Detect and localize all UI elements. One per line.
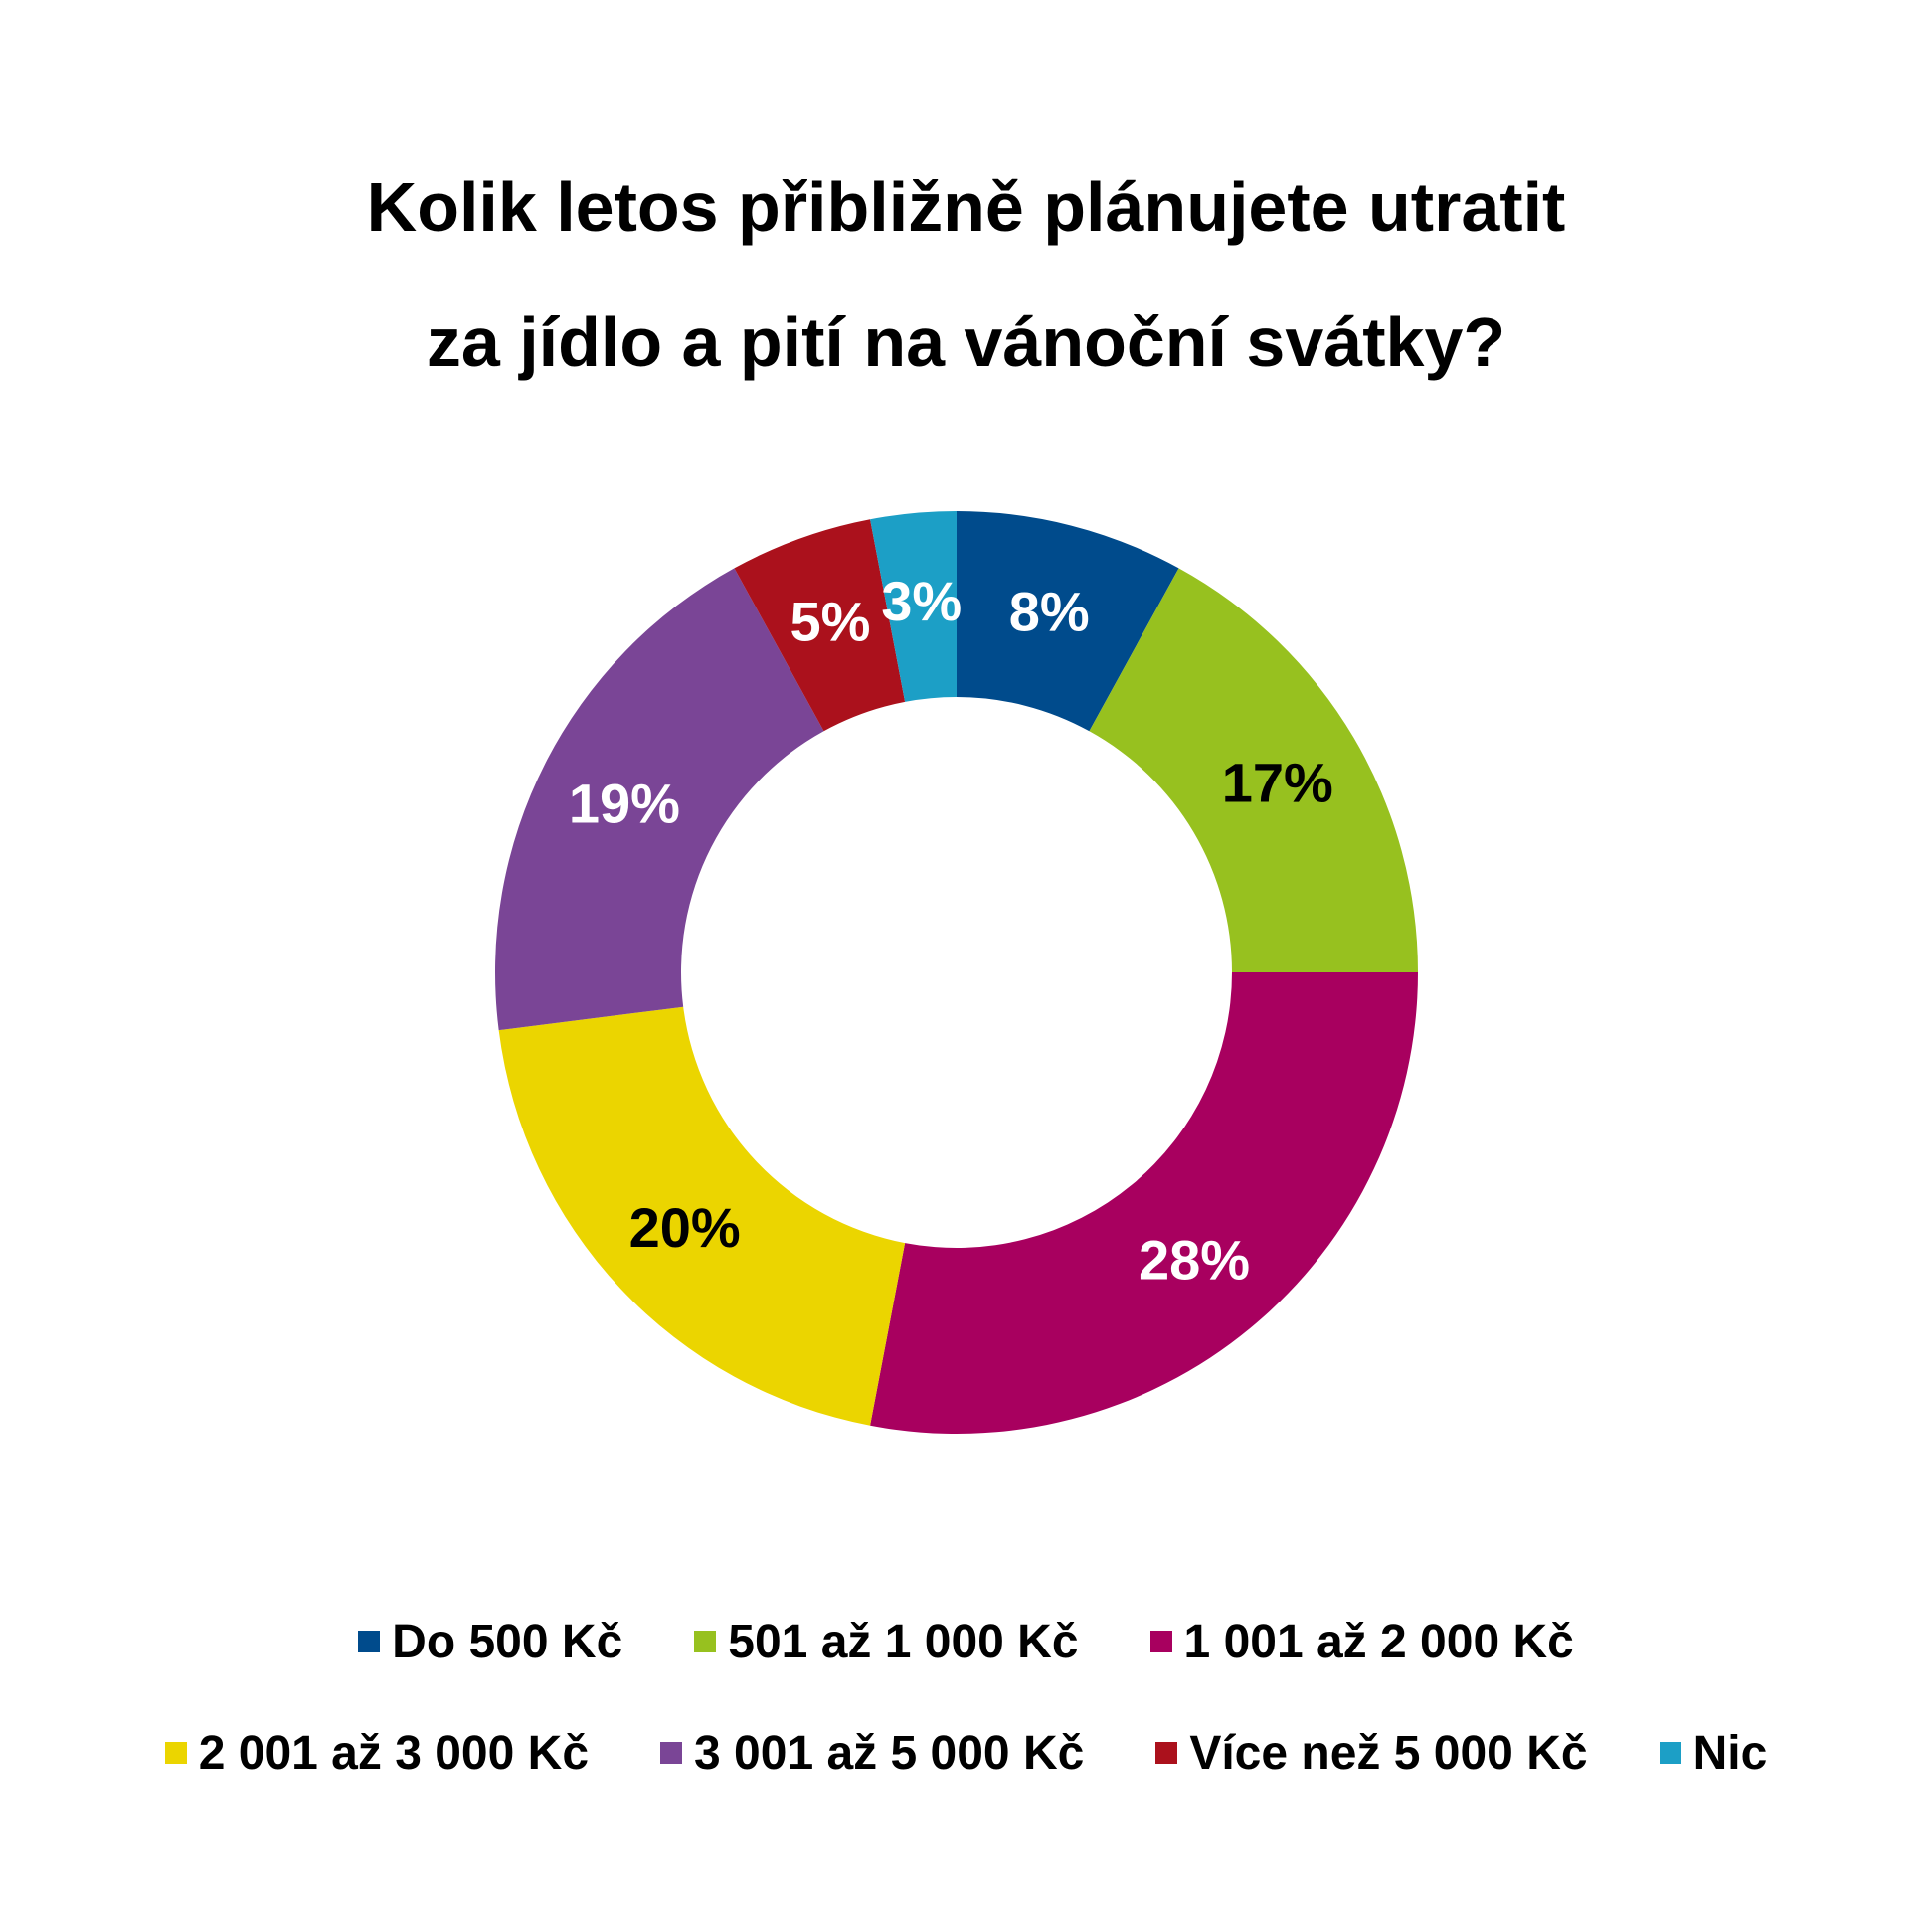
legend: Do 500 Kč 501 až 1 000 Kč 1 001 až 2 000 K… xyxy=(0,1586,1932,1809)
legend-label: 2 001 až 3 000 Kč xyxy=(198,1726,590,1780)
legend-row-1: Do 500 Kč 501 až 1 000 Kč 1 001 až 2 000 K… xyxy=(0,1586,1932,1697)
legend-label: 3 001 až 5 000 Kč xyxy=(694,1726,1085,1780)
legend-label: 501 až 1 000 Kč xyxy=(728,1615,1079,1668)
slice-label-3: 28% xyxy=(1139,1228,1250,1291)
legend-label: Nic xyxy=(1692,1726,1768,1780)
legend-swatch xyxy=(1155,1742,1178,1764)
legend-item: Do 500 Kč xyxy=(358,1615,622,1669)
legend-item: Více než 5 000 Kč xyxy=(1155,1726,1588,1781)
donut-slice-5 xyxy=(495,568,824,1031)
legend-swatch xyxy=(1659,1742,1681,1764)
chart-title: Kolik letos přibližně plánujete utratit … xyxy=(0,139,1932,410)
legend-row-2: 2 001 až 3 000 Kč 3 001 až 5 000 Kč Více n… xyxy=(0,1697,1932,1809)
donut-slice-6 xyxy=(734,519,906,732)
legend-item: Nic xyxy=(1659,1726,1768,1781)
legend-item: 501 až 1 000 Kč xyxy=(694,1615,1079,1669)
legend-label: Do 500 Kč xyxy=(392,1615,623,1668)
slice-label-4: 20% xyxy=(629,1196,741,1259)
donut-slice-2 xyxy=(1089,568,1418,972)
chart-title-line-1: Kolik letos přibližně plánujete utratit xyxy=(366,168,1566,246)
donut-slice-1 xyxy=(957,511,1179,732)
donut-slice-7 xyxy=(870,511,957,702)
slice-label-2: 17% xyxy=(1222,752,1333,814)
legend-label: Více než 5 000 Kč xyxy=(1189,1726,1588,1780)
slice-label-6: 5% xyxy=(790,591,871,653)
legend-swatch xyxy=(660,1742,683,1764)
legend-swatch xyxy=(1149,1631,1172,1652)
chart-title-line-2: za jídlo a pití na vánoční svátky? xyxy=(426,303,1506,381)
slice-label-7: 3% xyxy=(881,570,962,632)
legend-swatch xyxy=(164,1742,187,1764)
legend-item: 1 001 až 2 000 Kč xyxy=(1149,1615,1574,1669)
slice-label-1: 8% xyxy=(1009,580,1090,642)
legend-item: 2 001 až 3 000 Kč xyxy=(164,1726,590,1781)
legend-swatch xyxy=(358,1631,381,1652)
legend-swatch xyxy=(694,1631,717,1652)
donut-slice-3 xyxy=(870,972,1418,1434)
slice-label-5: 19% xyxy=(569,772,680,834)
donut-slice-4 xyxy=(498,1006,906,1426)
donut-slices xyxy=(495,511,1418,1434)
donut-labels: 8% 17% 28% 20% 19% 5% 3% xyxy=(569,570,1333,1291)
legend-item: 3 001 až 5 000 Kč xyxy=(660,1726,1084,1781)
legend-label: 1 001 až 2 000 Kč xyxy=(1183,1615,1574,1668)
